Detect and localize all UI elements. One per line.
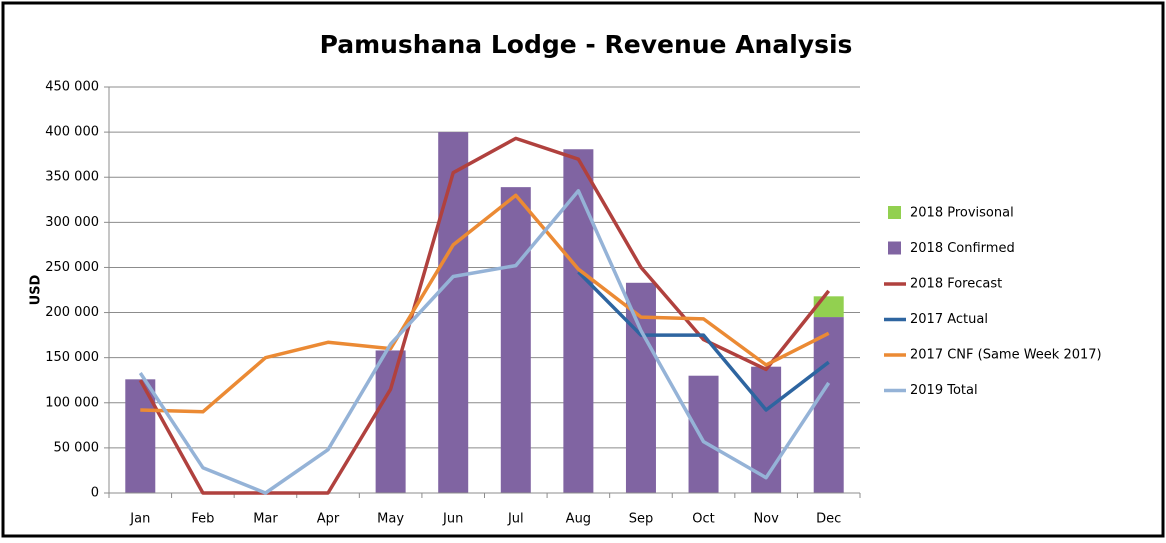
x-tick-label: Jan: [129, 512, 150, 527]
y-tick-label: 300 000: [45, 215, 99, 230]
y-tick-label: 450 000: [45, 80, 99, 95]
line-series: [138, 189, 831, 495]
legend-swatch: [888, 206, 901, 219]
bar: [375, 350, 406, 493]
y-tick-label: 150 000: [45, 350, 99, 365]
x-tick-label: Mar: [253, 512, 278, 527]
legend-label: 2017 CNF (Same Week 2017): [910, 348, 1102, 363]
legend-label: 2018 Provisonal: [910, 206, 1014, 221]
bar: [625, 282, 656, 493]
bar: [438, 132, 469, 493]
bar: [688, 375, 719, 493]
line-series: [577, 270, 830, 412]
x-tick-label: Jun: [442, 512, 463, 527]
y-tick-label: 200 000: [45, 305, 99, 320]
legend-label: 2017 Actual: [910, 312, 988, 327]
bar: [751, 366, 782, 493]
x-tick-label: Nov: [753, 512, 779, 527]
line-series: [140, 193, 830, 414]
y-tick-label: 250 000: [45, 260, 99, 275]
y-tick-label: 350 000: [45, 170, 99, 185]
bar: [500, 187, 531, 493]
x-tick-label: Sep: [629, 512, 654, 527]
y-tick-label: 50 000: [54, 440, 100, 455]
legend-label: 2018 Forecast: [910, 277, 1002, 292]
y-axis-label: USD: [29, 274, 44, 305]
x-tick-label: Feb: [191, 512, 214, 527]
x-tick-label: Apr: [317, 512, 340, 527]
legend-label: 2018 Confirmed: [910, 241, 1015, 256]
x-tick-label: Dec: [816, 512, 841, 527]
x-tick-label: Aug: [566, 512, 591, 527]
legend-swatch: [888, 241, 901, 255]
bar: [813, 317, 844, 493]
y-tick-label: 0: [91, 486, 99, 501]
chart-title: Pamushana Lodge - Revenue Analysis: [320, 30, 853, 59]
bar: [563, 149, 594, 493]
y-tick-label: 400 000: [45, 125, 99, 140]
x-tick-label: Jul: [507, 512, 524, 527]
line-series: [138, 136, 831, 495]
y-tick-label: 100 000: [45, 395, 99, 410]
x-tick-label: Oct: [692, 512, 714, 527]
legend-label: 2019 Total: [910, 383, 978, 398]
x-tick-label: May: [377, 512, 404, 527]
